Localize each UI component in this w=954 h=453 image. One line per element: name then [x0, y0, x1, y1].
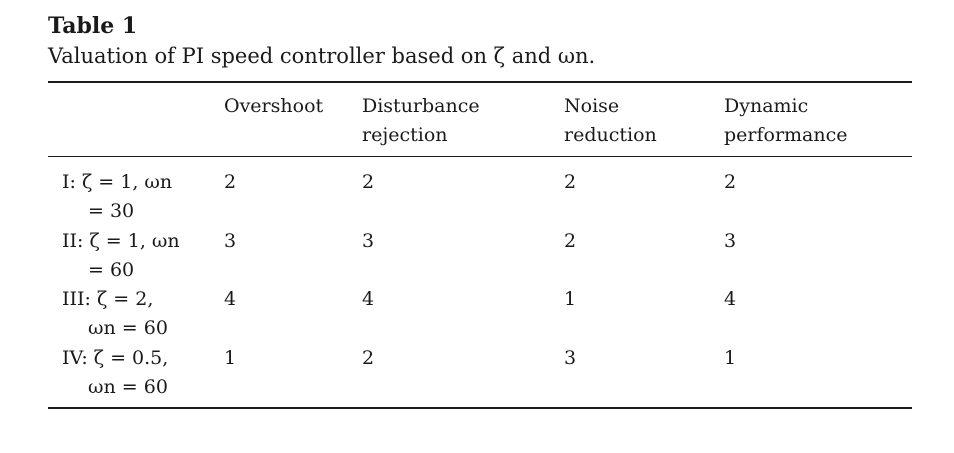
table-cell: 3	[724, 230, 737, 252]
row-label-III: III: ζ = 2, ωn = 60	[62, 285, 168, 343]
header-noise-line2: reduction	[564, 124, 657, 146]
table-cell: 4	[224, 288, 237, 310]
header-dynamic-performance: Dynamic performance	[724, 92, 848, 150]
table-cell: 2	[224, 171, 237, 193]
row-label-II-line2: = 60	[88, 259, 135, 281]
table-cell: 1	[724, 347, 737, 369]
row-label-III-line2: ωn = 60	[88, 317, 168, 339]
table-top-rule	[48, 81, 912, 83]
row-label-I-line2: = 30	[88, 200, 135, 222]
row-label-I: I: ζ = 1, ωn = 30	[62, 168, 172, 226]
table-cell: 3	[362, 230, 375, 252]
table-cell: 4	[724, 288, 737, 310]
table-cell: 2	[724, 171, 737, 193]
row-label-IV-line1: IV: ζ = 0.5,	[62, 347, 169, 369]
row-label-II: II: ζ = 1, ωn = 60	[62, 227, 180, 285]
header-noise-reduction: Noise reduction	[564, 92, 657, 150]
row-label-IV: IV: ζ = 0.5, ωn = 60	[62, 344, 168, 402]
table-cell: 3	[224, 230, 237, 252]
header-overshoot-line1: Overshoot	[224, 95, 324, 117]
row-label-I-line1: I: ζ = 1, ωn	[62, 171, 173, 193]
header-dynamic-line2: performance	[724, 124, 848, 146]
table-cell: 1	[224, 347, 237, 369]
table-container: Table 1 Valuation of PI speed controller…	[48, 12, 912, 409]
table-label: Table 1	[48, 13, 138, 39]
table-cell: 4	[362, 288, 375, 310]
table-caption: Valuation of PI speed controller based o…	[48, 44, 596, 68]
header-disturbance-rejection: Disturbance rejection	[362, 92, 480, 150]
table-cell: 2	[564, 171, 577, 193]
table-cell: 2	[362, 171, 375, 193]
table-cell: 3	[564, 347, 577, 369]
header-disturbance-line1: Disturbance	[362, 95, 480, 117]
table-cell: 2	[564, 230, 577, 252]
header-noise-line1: Noise	[564, 95, 620, 117]
table-bottom-rule	[48, 407, 912, 409]
table-header-rule	[48, 156, 912, 157]
header-overshoot: Overshoot	[224, 92, 323, 121]
header-dynamic-line1: Dynamic	[724, 95, 809, 117]
header-disturbance-line2: rejection	[362, 124, 448, 146]
row-label-II-line1: II: ζ = 1, ωn	[62, 230, 180, 252]
row-label-III-line1: III: ζ = 2,	[62, 288, 154, 310]
row-label-IV-line2: ωn = 60	[88, 376, 168, 398]
table-cell: 2	[362, 347, 375, 369]
table-cell: 1	[564, 288, 577, 310]
